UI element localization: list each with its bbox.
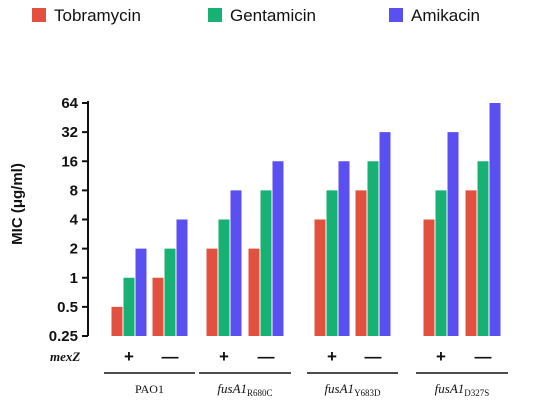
mexz-sign: — [475, 347, 492, 366]
bar-tobramycin [206, 248, 218, 336]
y-tick-label: 32 [61, 124, 78, 141]
bars [111, 103, 501, 336]
y-axis: 0.25 0.5 1 2 4 8 16 32 64 [49, 95, 89, 345]
bar-gentamicin [367, 161, 379, 336]
bar-gentamicin [477, 161, 489, 336]
x-axis: mexZ + — + — + — + — PAO1 fusA1R680C fusA1Y683D fusA… [50, 347, 508, 398]
bar-amikacin [338, 161, 350, 336]
y-tick-label: 0.5 [57, 299, 78, 316]
bar-gentamicin [123, 277, 135, 336]
bar-tobramycin [355, 190, 367, 336]
legend-swatch [32, 8, 46, 22]
y-tick-label: 2 [70, 241, 78, 258]
bar-amikacin [230, 190, 242, 336]
bar-tobramycin [248, 248, 260, 336]
group-label: fusA1D327S [435, 381, 490, 398]
mexz-sign: + [219, 347, 229, 366]
bar-tobramycin [314, 219, 326, 336]
bar-tobramycin [423, 219, 435, 336]
legend-label: Tobramycin [54, 6, 141, 25]
group-label: fusA1Y683D [324, 381, 381, 398]
legend-item-tobramycin: Tobramycin [32, 6, 141, 25]
y-axis-label: MIC (μg/ml) [9, 163, 26, 245]
bar-tobramycin [111, 306, 123, 336]
bar-amikacin [176, 219, 188, 336]
mexz-sign: — [258, 347, 275, 366]
y-tick-label: 0.25 [49, 328, 78, 345]
bar-amikacin [489, 103, 501, 336]
y-tick-label: 64 [61, 95, 78, 112]
bar-amikacin [272, 161, 284, 336]
mexz-sign: + [124, 347, 134, 366]
legend-item-amikacin: Amikacin [389, 6, 480, 25]
bar-amikacin [447, 132, 459, 336]
mexz-sign: — [365, 347, 382, 366]
y-tick-label: 4 [70, 212, 79, 229]
bar-amikacin [379, 132, 391, 336]
mexz-sign: + [436, 347, 446, 366]
group-label: fusA1R680C [217, 381, 272, 398]
legend-label: Amikacin [411, 6, 480, 25]
bar-gentamicin [164, 248, 176, 336]
y-tick-label: 16 [61, 153, 78, 170]
mexz-sign: + [327, 347, 337, 366]
bar-tobramycin [152, 277, 164, 336]
y-tick-label: 1 [70, 270, 78, 287]
bar-gentamicin [326, 190, 338, 336]
legend: Tobramycin Gentamicin Amikacin [32, 6, 480, 25]
legend-swatch [389, 8, 403, 22]
mexz-sign: — [162, 347, 179, 366]
mexz-row-label: mexZ [50, 349, 80, 364]
bar-gentamicin [435, 190, 447, 336]
group-label: PAO1 [135, 382, 164, 396]
legend-swatch [208, 8, 222, 22]
legend-label: Gentamicin [230, 6, 316, 25]
bar-gentamicin [260, 190, 272, 336]
bar-tobramycin [465, 190, 477, 336]
legend-item-gentamicin: Gentamicin [208, 6, 316, 25]
bar-amikacin [135, 248, 147, 336]
bar-gentamicin [218, 219, 230, 336]
y-tick-label: 8 [70, 182, 78, 199]
